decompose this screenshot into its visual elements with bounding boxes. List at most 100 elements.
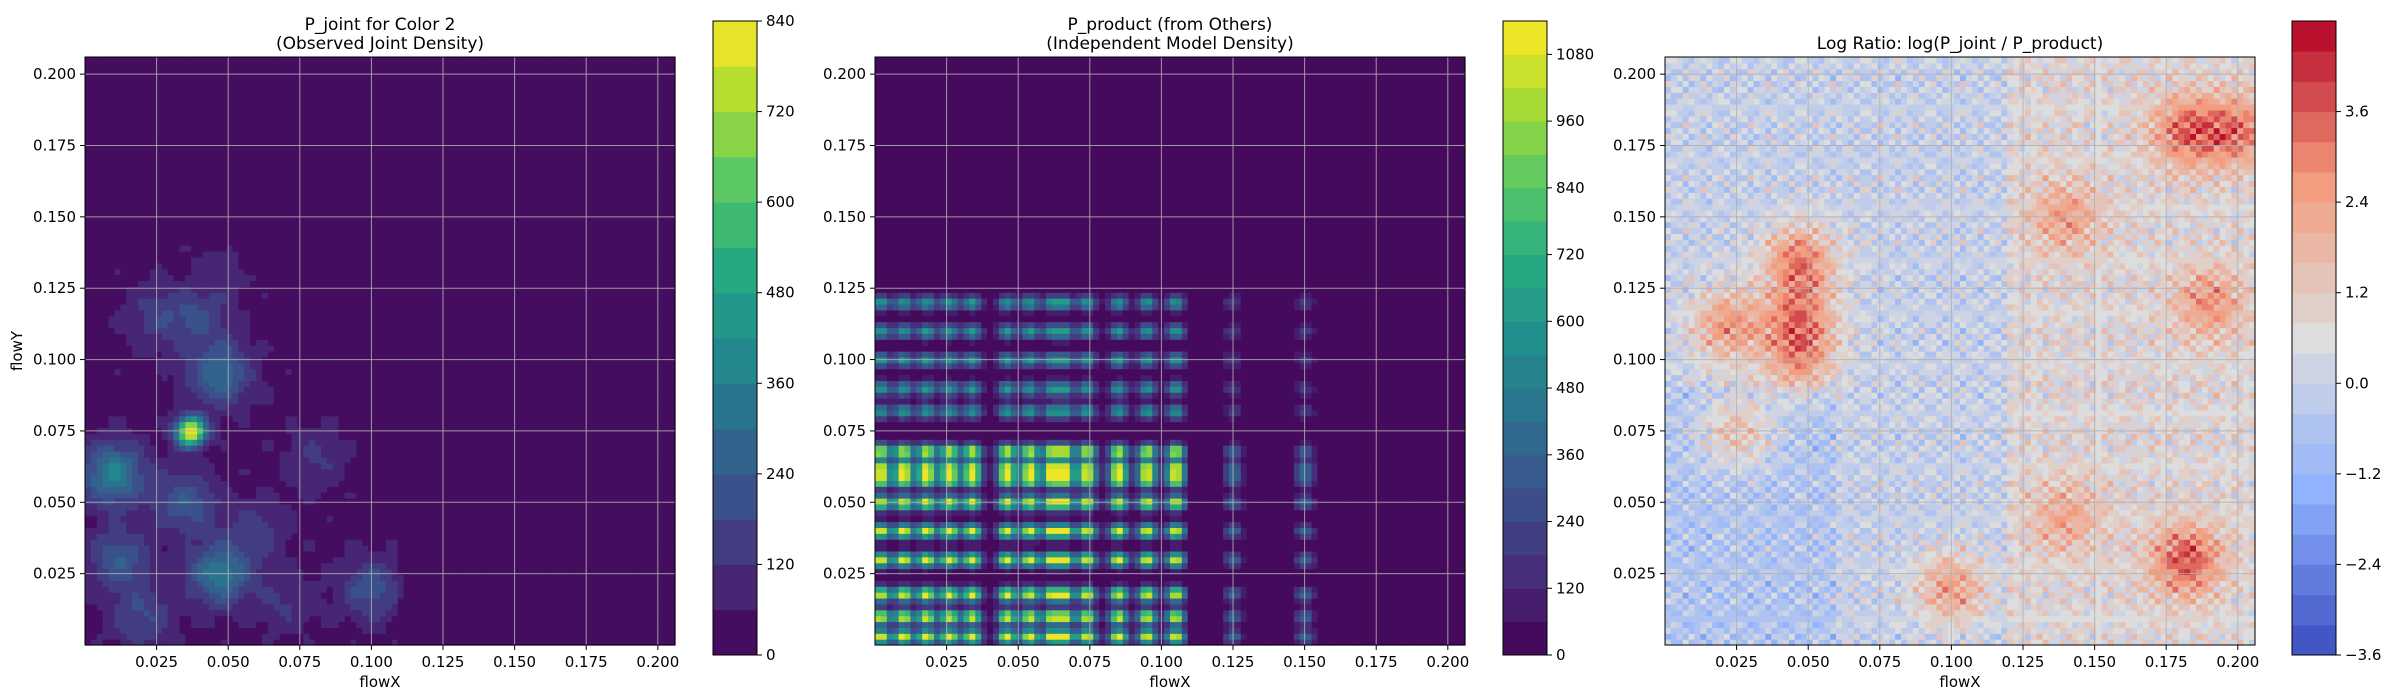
heatmap-cell <box>286 204 293 210</box>
heatmap-cell <box>85 545 92 551</box>
heatmap-cell <box>215 204 222 210</box>
heatmap-cell <box>315 369 322 375</box>
heatmap-cell <box>327 228 334 234</box>
heatmap-cell <box>174 157 181 163</box>
heatmap-cell <box>144 504 151 510</box>
heatmap-cell <box>191 86 198 92</box>
heatmap-cell <box>215 616 222 622</box>
heatmap-cell <box>362 75 369 81</box>
heatmap-cell <box>345 310 352 316</box>
heatmap-cell <box>174 486 181 492</box>
heatmap-cell <box>374 169 381 175</box>
heatmap-cell <box>268 116 275 122</box>
heatmap-cell <box>85 451 92 457</box>
heatmap-cell <box>339 233 346 239</box>
heatmap-cell <box>297 504 304 510</box>
heatmap-cell <box>162 322 169 328</box>
heatmap-cell <box>191 539 198 545</box>
heatmap-cell <box>256 292 263 298</box>
heatmap-cell <box>280 474 287 480</box>
heatmap-cell <box>162 510 169 516</box>
heatmap-cell <box>197 175 204 181</box>
heatmap-cell <box>138 616 145 622</box>
heatmap-cell <box>321 163 328 169</box>
heatmap-cell <box>309 198 316 204</box>
heatmap-cell <box>227 351 234 357</box>
heatmap-cell <box>268 245 275 251</box>
heatmap-cell <box>315 422 322 428</box>
heatmap-cell <box>303 504 310 510</box>
heatmap-cell <box>327 563 334 569</box>
heatmap-cell <box>115 292 122 298</box>
heatmap-cell <box>185 263 192 269</box>
heatmap-cell <box>168 510 175 516</box>
heatmap-cell <box>280 104 287 110</box>
heatmap-cell <box>309 75 316 81</box>
heatmap-cell <box>345 504 352 510</box>
heatmap-cell <box>374 145 381 151</box>
heatmap-cell <box>315 180 322 186</box>
heatmap-cell <box>244 333 251 339</box>
heatmap-cell <box>203 239 210 245</box>
heatmap-cell <box>168 557 175 563</box>
heatmap-cell <box>339 175 346 181</box>
heatmap-cell <box>197 204 204 210</box>
heatmap-cell <box>138 275 145 281</box>
heatmap-cell <box>97 463 104 469</box>
heatmap-cell <box>292 516 299 522</box>
heatmap-cell <box>191 404 198 410</box>
heatmap-cell <box>268 633 275 639</box>
heatmap-cell <box>85 404 92 410</box>
heatmap-cell <box>321 116 328 122</box>
heatmap-cell <box>115 339 122 345</box>
heatmap-cell <box>356 445 363 451</box>
heatmap-cell <box>315 586 322 592</box>
heatmap-cell <box>185 163 192 169</box>
heatmap-cell <box>179 180 186 186</box>
heatmap-cell <box>215 245 222 251</box>
heatmap-cell <box>144 310 151 316</box>
heatmap-cell <box>356 175 363 181</box>
heatmap-cell <box>185 604 192 610</box>
heatmap-cell <box>97 474 104 480</box>
heatmap-cell <box>174 433 181 439</box>
heatmap-cell <box>303 163 310 169</box>
heatmap-cell <box>115 486 122 492</box>
heatmap-cell <box>191 175 198 181</box>
heatmap-cell <box>97 363 104 369</box>
heatmap-cell <box>126 81 133 87</box>
heatmap-cell <box>109 580 116 586</box>
heatmap-cell <box>162 498 169 504</box>
heatmap-cell <box>292 545 299 551</box>
heatmap-cell <box>244 539 251 545</box>
heatmap-cell <box>233 210 240 216</box>
heatmap-cell <box>103 81 110 87</box>
heatmap-cell <box>132 445 139 451</box>
heatmap-cell <box>162 610 169 616</box>
heatmap-cell <box>97 75 104 81</box>
heatmap-cell <box>115 551 122 557</box>
heatmap-cell <box>244 604 251 610</box>
heatmap-cell <box>233 416 240 422</box>
heatmap-cell <box>91 516 98 522</box>
heatmap-cell <box>109 204 116 210</box>
heatmap-cell <box>244 492 251 498</box>
heatmap-cell <box>144 98 151 104</box>
heatmap-cell <box>238 75 245 81</box>
heatmap-cell <box>162 275 169 281</box>
heatmap-cell <box>351 280 358 286</box>
heatmap-cell <box>356 557 363 563</box>
heatmap-cell <box>150 139 157 145</box>
heatmap-cell <box>215 280 222 286</box>
heatmap-cell <box>292 498 299 504</box>
heatmap-cell <box>303 457 310 463</box>
heatmap-cell <box>132 192 139 198</box>
heatmap-cell <box>103 445 110 451</box>
heatmap-cell <box>374 480 381 486</box>
heatmap-cell <box>262 251 269 257</box>
heatmap-cell <box>297 304 304 310</box>
heatmap-cell <box>327 298 334 304</box>
heatmap-cell <box>132 157 139 163</box>
heatmap-cell <box>150 545 157 551</box>
heatmap-cell <box>221 133 228 139</box>
